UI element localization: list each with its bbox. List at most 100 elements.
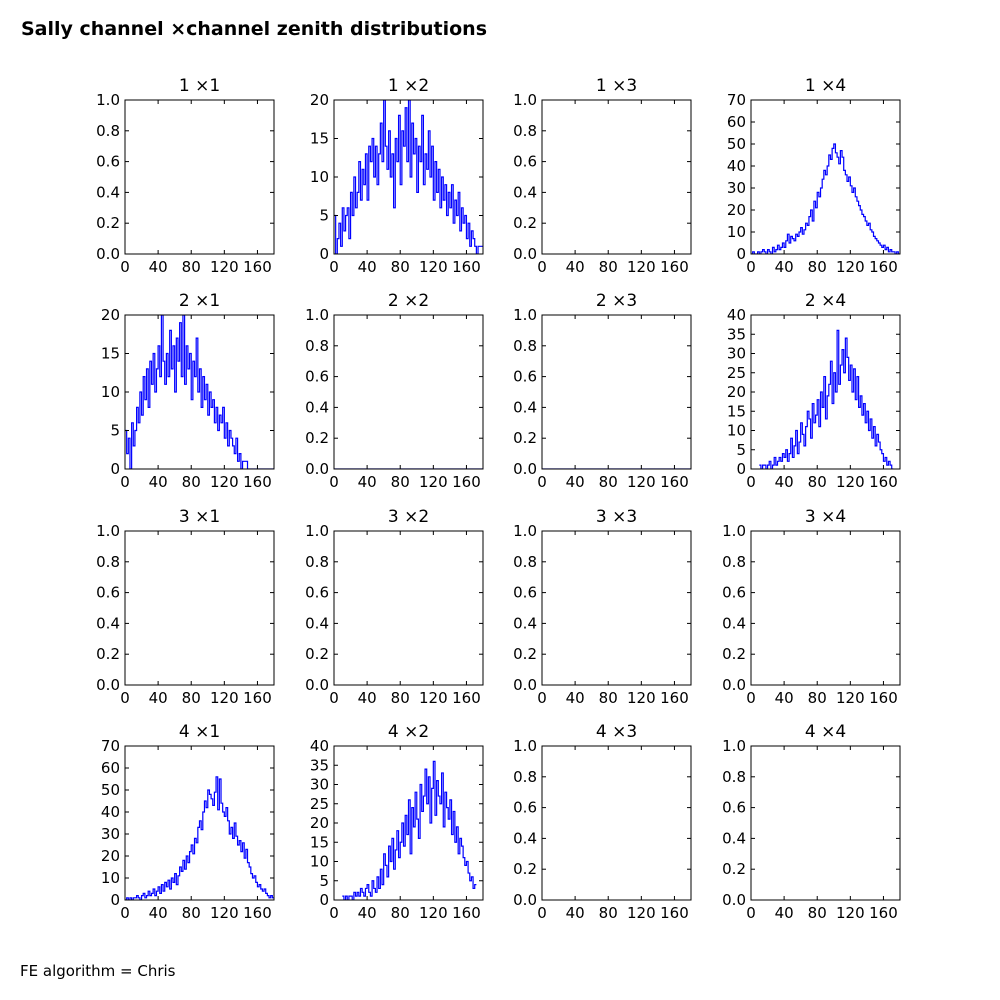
y-tick-label: 15 (310, 130, 329, 148)
y-tick-label: 30 (727, 345, 746, 363)
series-line (751, 143, 900, 254)
x-tick-label: 0 (537, 258, 547, 276)
x-tick-label: 80 (182, 258, 201, 276)
y-tick-label: 20 (310, 814, 329, 832)
y-tick-label: 30 (727, 179, 746, 197)
y-tick-label: 0.6 (305, 584, 329, 602)
x-tick-label: 0 (329, 473, 339, 491)
footer-note: FE algorithm = Chris (20, 962, 176, 980)
axes-frame (124, 530, 275, 686)
y-tick-label: 0.4 (305, 614, 329, 632)
x-tick-label: 0 (537, 904, 547, 922)
x-tick-label: 160 (243, 904, 272, 922)
x-tick-label: 80 (391, 689, 410, 707)
y-tick-label: 0.2 (513, 645, 537, 663)
x-tick-label: 40 (775, 689, 794, 707)
y-tick-label: 40 (727, 157, 746, 175)
x-tick-label: 160 (452, 904, 481, 922)
series-line (334, 100, 483, 254)
y-tick-label: 25 (727, 364, 746, 382)
y-tick-label: 10 (727, 223, 746, 241)
y-tick-label: 0.8 (513, 768, 537, 786)
x-tick-label: 160 (869, 689, 898, 707)
y-tick-label: 0.4 (96, 183, 120, 201)
subplot-title: 3 ×3 (596, 507, 637, 527)
x-tick-label: 40 (149, 689, 168, 707)
y-tick-label: 0.0 (305, 676, 329, 694)
y-tick-label: 5 (319, 872, 329, 890)
x-tick-label: 40 (149, 904, 168, 922)
x-tick-label: 120 (836, 904, 865, 922)
y-tick-label: 0.8 (513, 553, 537, 571)
x-tick-label: 40 (149, 258, 168, 276)
x-tick-label: 80 (391, 258, 410, 276)
x-tick-label: 0 (120, 473, 130, 491)
subplot-title: 3 ×4 (805, 507, 846, 527)
x-tick-label: 120 (210, 689, 239, 707)
x-tick-label: 80 (599, 689, 618, 707)
y-tick-label: 0.2 (96, 645, 120, 663)
y-tick-label: 10 (101, 383, 120, 401)
x-tick-label: 80 (808, 258, 827, 276)
y-tick-label: 10 (101, 869, 120, 887)
y-tick-label: 0.4 (513, 614, 537, 632)
x-tick-label: 80 (182, 473, 201, 491)
y-tick-label: 15 (727, 402, 746, 420)
x-tick-label: 0 (537, 473, 547, 491)
y-tick-label: 15 (101, 345, 120, 363)
x-tick-label: 40 (358, 689, 377, 707)
y-tick-label: 0.0 (513, 676, 537, 694)
y-tick-label: 0.8 (513, 337, 537, 355)
y-tick-label: 0.8 (722, 553, 746, 571)
y-tick-label: 15 (310, 833, 329, 851)
x-tick-label: 40 (358, 473, 377, 491)
subplot-title: 1 ×4 (805, 76, 846, 96)
x-tick-label: 40 (775, 258, 794, 276)
x-tick-label: 80 (599, 473, 618, 491)
subplot-title: 4 ×2 (388, 722, 429, 742)
x-tick-label: 160 (869, 904, 898, 922)
x-tick-label: 120 (210, 258, 239, 276)
subplot-title: 1 ×2 (388, 76, 429, 96)
y-tick-label: 0.0 (513, 245, 537, 263)
x-tick-label: 80 (808, 904, 827, 922)
subplot-title: 1 ×1 (179, 76, 220, 96)
y-tick-label: 0 (319, 245, 329, 263)
x-tick-label: 0 (329, 258, 339, 276)
x-tick-label: 120 (836, 473, 865, 491)
x-tick-label: 160 (452, 689, 481, 707)
x-tick-label: 40 (149, 473, 168, 491)
y-tick-label: 0.0 (96, 245, 120, 263)
subplot-1x1: 1 ×1 0 40 80 120 160 0.0 0.2 0.4 0.6 0.8 1.0 (96, 76, 275, 276)
subplot-title: 2 ×4 (805, 291, 846, 311)
y-tick-label: 0.0 (722, 676, 746, 694)
x-tick-label: 120 (836, 689, 865, 707)
subplot-title: 1 ×3 (596, 76, 637, 96)
y-tick-label: 10 (310, 853, 329, 871)
x-tick-label: 160 (243, 473, 272, 491)
y-tick-label: 20 (727, 383, 746, 401)
x-tick-label: 120 (419, 904, 448, 922)
x-tick-label: 160 (869, 473, 898, 491)
y-tick-label: 1.0 (513, 737, 537, 755)
y-tick-label: 50 (727, 135, 746, 153)
y-tick-label: 1.0 (722, 737, 746, 755)
y-tick-label: 30 (101, 825, 120, 843)
y-tick-label: 10 (310, 168, 329, 186)
x-tick-label: 0 (746, 258, 756, 276)
y-tick-label: 60 (727, 113, 746, 131)
y-tick-label: 0.6 (96, 153, 120, 171)
y-tick-label: 1.0 (513, 91, 537, 109)
x-tick-label: 80 (808, 689, 827, 707)
y-tick-label: 0.4 (305, 398, 329, 416)
y-tick-label: 0.4 (513, 829, 537, 847)
subplot-3x3: 3 ×3 0 40 80 120 160 0.0 0.2 0.4 0.6 0.8 1.0 (513, 507, 692, 707)
subplot-title: 2 ×1 (179, 291, 220, 311)
axes-frame (541, 99, 692, 255)
x-tick-label: 160 (869, 258, 898, 276)
y-tick-label: 0.4 (722, 829, 746, 847)
